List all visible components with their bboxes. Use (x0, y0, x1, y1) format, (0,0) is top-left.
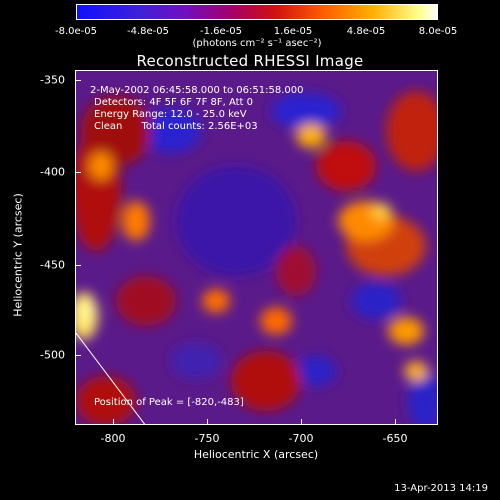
rhessi-intensity-map (76, 71, 437, 424)
colorbar-tick-label: 1.6e-05 (273, 26, 313, 37)
y-tick-label: -350 (40, 73, 65, 87)
info-energy-range: Energy Range: 12.0 - 25.0 keV (94, 109, 247, 120)
colorbar-tick-label: -8.0e-05 (55, 26, 97, 37)
info-time-range: 2-May-2002 06:45:58.000 to 06:51:58.000 (90, 85, 304, 96)
colorbar (76, 4, 438, 20)
limb-line (76, 332, 146, 424)
footer-timestamp: 13-Apr-2013 14:19 (394, 483, 488, 494)
x-tick-mark (113, 419, 114, 425)
x-tick-mark (395, 419, 396, 425)
colorbar-unit-label: (photons cm⁻² s⁻¹ asec⁻²) (192, 38, 322, 49)
x-tick-label: -700 (288, 432, 314, 445)
colorbar-tick-label: 8.0e-05 (418, 26, 458, 37)
colorbar-tick-label: -4.8e-05 (127, 26, 169, 37)
y-axis-label: Heliocentric Y (arcsec) (11, 193, 25, 317)
colorbar-tick-label: 4.8e-05 (346, 26, 386, 37)
y-tick-mark (75, 355, 81, 356)
x-tick-label: -750 (194, 432, 220, 445)
info-clean-counts: Clean Total counts: 2.56E+03 (94, 121, 258, 132)
x-tick-label: -800 (100, 432, 126, 445)
y-tick-label: -500 (40, 348, 65, 362)
y-tick-label: -450 (40, 258, 65, 272)
image-title: Reconstructed RHESSI Image (136, 52, 364, 70)
y-tick-mark (75, 265, 81, 266)
y-tick-mark (75, 172, 81, 173)
y-tick-label: -400 (40, 165, 65, 179)
image-plot-area[interactable]: 2-May-2002 06:45:58.000 to 06:51:58.000 … (75, 70, 438, 425)
peak-position-label: Position of Peak = [-820,-483] (94, 397, 244, 408)
x-tick-mark (207, 419, 208, 425)
colorbar-tick-label: -1.6e-05 (200, 26, 242, 37)
x-axis-label: Heliocentric X (arcsec) (193, 448, 319, 461)
y-tick-mark (75, 80, 81, 81)
x-tick-label: -650 (382, 432, 408, 445)
info-detectors: Detectors: 4F 5F 6F 7F 8F, Att 0 (94, 97, 254, 108)
x-tick-mark (301, 419, 302, 425)
